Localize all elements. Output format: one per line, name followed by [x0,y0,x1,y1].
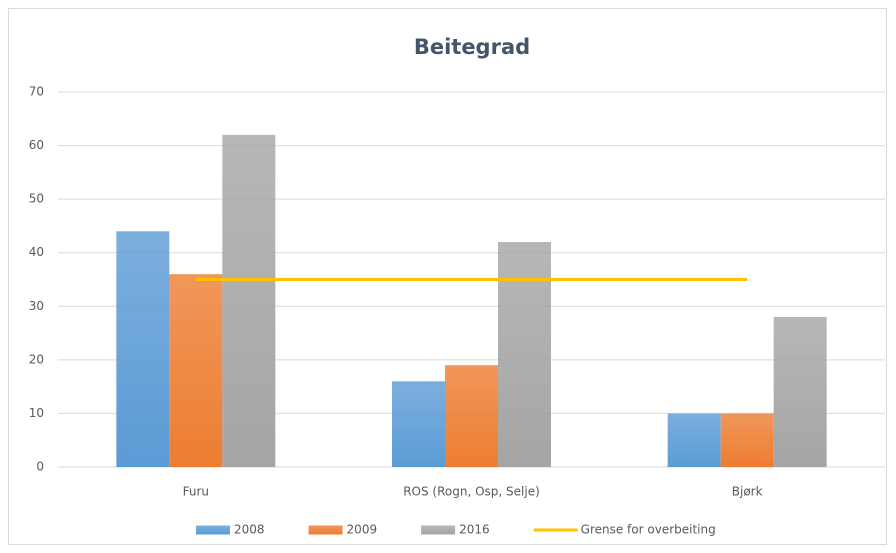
bar [222,134,276,467]
x-tick-label: Furu [183,485,209,499]
y-tick-label: 70 [29,85,44,99]
y-tick-label: 60 [29,138,44,152]
legend-label: 2008 [234,523,265,537]
bar [392,381,445,467]
bar [773,317,827,467]
y-tick-label: 20 [29,352,44,366]
bar [116,231,170,467]
legend-label: Grense for overbeiting [581,523,716,537]
y-tick-label: 0 [36,460,44,474]
bar [667,413,721,467]
y-tick-label: 10 [29,406,44,420]
bar [498,242,551,467]
y-tick-label: 30 [29,299,44,313]
legend-marker [196,525,230,535]
legend-marker [308,525,343,535]
x-tick-label: Bjørk [732,485,763,499]
x-tick-label: ROS (Rogn, Osp, Selje) [403,485,540,499]
legend-label: 2009 [347,523,378,537]
legend-label: 2016 [459,523,490,537]
y-tick-label: 50 [29,192,44,206]
y-tick-label: 40 [29,245,44,259]
bar [169,274,223,467]
bar [445,365,498,467]
legend-marker [421,525,456,535]
bar [720,413,774,467]
chart-title: Beitegrad [414,35,530,59]
